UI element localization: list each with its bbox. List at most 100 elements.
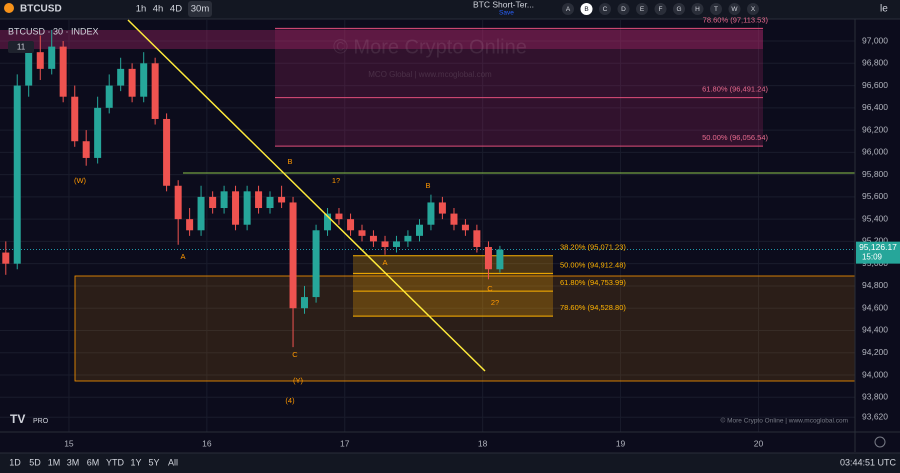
candle-body — [128, 68, 136, 97]
watermark: © More Crypto Online — [333, 36, 527, 58]
footer-credit: © More Crypto Online | www.mcoglobal.com — [721, 417, 849, 425]
letter-button[interactable]: B — [584, 6, 588, 13]
y-tick-label: 93,800 — [862, 392, 888, 402]
wave-label: B — [425, 181, 430, 190]
fib-lower-box — [353, 255, 553, 317]
range-button[interactable]: 5D — [29, 457, 41, 467]
letter-button-bg — [747, 3, 759, 15]
candle-body — [381, 241, 389, 247]
chart-legend: BTCUSD · 30 · INDEX — [8, 26, 99, 36]
watermark-sub: MCO Global | www.mcoglobal.com — [368, 70, 492, 79]
letter-button[interactable]: W — [731, 6, 738, 13]
range-button[interactable]: 1Y — [130, 457, 141, 467]
letter-button[interactable]: A — [566, 6, 571, 13]
candle-body — [324, 213, 332, 231]
candle-body — [496, 249, 504, 270]
price-label: 95,126.17 — [859, 242, 897, 252]
range-button[interactable]: 6M — [87, 457, 100, 467]
range-button[interactable]: All — [168, 457, 178, 467]
y-tick-label: 97,000 — [862, 35, 888, 45]
wave-label: C — [487, 284, 493, 293]
pink-band — [0, 30, 763, 49]
range-button[interactable]: 1D — [9, 457, 21, 467]
candle-body — [48, 46, 56, 69]
candle-body — [404, 235, 412, 242]
bottom-toolbar — [0, 453, 900, 473]
wave-label: A — [180, 252, 185, 261]
candle-body — [461, 224, 469, 231]
fib-label: 38.20% (95,071.23) — [560, 243, 626, 252]
toolbar-extra[interactable]: le — [880, 4, 888, 15]
candle-body — [36, 52, 44, 69]
toolbar-symbol[interactable]: BTCUSD — [20, 4, 62, 15]
y-tick-label: 95,200 — [862, 236, 888, 246]
logo-mark: TV — [10, 412, 25, 426]
fib-label: 78.60% (97,113.53) — [703, 15, 769, 24]
y-tick-label: 93,620 — [862, 412, 888, 422]
letter-button-bg — [654, 3, 667, 15]
save-button[interactable]: Save — [499, 10, 514, 17]
candle-body — [335, 213, 343, 220]
candle-body — [312, 230, 320, 298]
candle-body — [117, 68, 125, 86]
x-tick-label: 16 — [202, 438, 212, 448]
letter-button[interactable]: X — [751, 6, 756, 13]
candle-body — [473, 230, 481, 247]
letter-button[interactable]: C — [603, 6, 608, 13]
y-tick-label: 95,600 — [862, 191, 888, 201]
interval-button[interactable]: 4h — [153, 4, 164, 15]
legend-badge[interactable]: 11 — [17, 43, 26, 52]
y-tick-label: 96,000 — [862, 147, 888, 157]
letter-button[interactable]: T — [714, 6, 718, 13]
letter-button-bg — [710, 3, 722, 15]
candle-body — [197, 196, 205, 231]
range-button[interactable]: YTD — [106, 457, 125, 467]
y-tick-label: 94,400 — [862, 325, 888, 335]
candle-body — [94, 107, 102, 158]
candle-body — [232, 191, 240, 225]
x-tick-label: 18 — [478, 438, 488, 448]
y-tick-label: 95,400 — [862, 213, 888, 223]
candle-body — [71, 96, 79, 142]
y-tick-label: 96,200 — [862, 124, 888, 134]
letter-button-bg — [599, 3, 611, 15]
y-tick-label: 96,400 — [862, 102, 888, 112]
x-tick-label: 19 — [616, 438, 626, 448]
wave-label: (4) — [285, 396, 295, 405]
letter-button[interactable]: D — [621, 6, 626, 13]
interval-button[interactable]: 1h — [136, 4, 147, 15]
letter-button[interactable]: E — [640, 6, 645, 13]
logo-pro: PRO — [33, 418, 49, 425]
candle-body — [450, 213, 458, 225]
candle-body — [140, 63, 148, 97]
range-button[interactable]: 5Y — [148, 457, 159, 467]
fib-upper-box — [275, 28, 763, 147]
layout-name[interactable]: BTC Short-Ter... — [473, 0, 534, 9]
letter-button[interactable]: H — [695, 6, 700, 13]
time-axis — [0, 432, 855, 452]
plot-area — [0, 19, 856, 432]
interval-button[interactable]: 30m — [191, 4, 210, 15]
y-tick-label: 94,800 — [862, 280, 888, 290]
letter-button[interactable]: F — [659, 6, 663, 13]
letter-button-bg — [673, 3, 685, 15]
range-button[interactable]: 1M — [48, 457, 61, 467]
y-tick-label: 94,200 — [862, 347, 888, 357]
interval-button[interactable]: 4D — [170, 4, 182, 15]
candle-body — [278, 196, 286, 203]
settings-icon[interactable] — [874, 436, 886, 448]
wave-label: A — [382, 258, 387, 267]
wave-label: (Y) — [293, 376, 304, 385]
y-tick-label: 95,800 — [862, 169, 888, 179]
candle-body — [392, 241, 400, 247]
fib-label: 61.80% (96,491.24) — [702, 85, 768, 94]
interval-active-bg — [188, 1, 212, 17]
legend-badge-bg — [8, 41, 34, 53]
range-button[interactable]: 3M — [67, 457, 80, 467]
wave-label: B — [287, 157, 292, 166]
letter-button[interactable]: G — [676, 6, 681, 13]
countdown: 15:09 — [862, 253, 883, 262]
y-tick-label: 94,000 — [862, 369, 888, 379]
